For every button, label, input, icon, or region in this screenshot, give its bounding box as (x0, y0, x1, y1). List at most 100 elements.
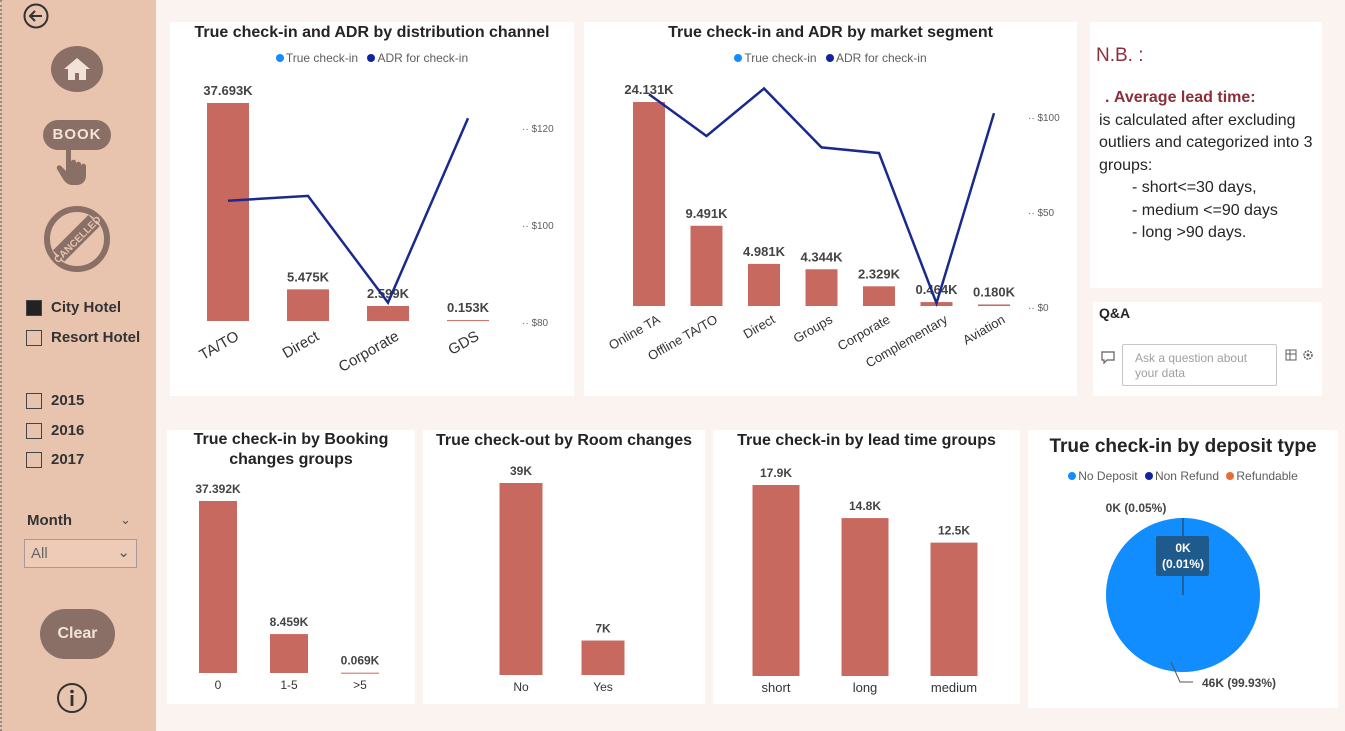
clear-button[interactable]: Clear (40, 609, 115, 659)
resort-hotel-checkbox[interactable] (26, 329, 42, 346)
year-option-2016[interactable]: 2016 (26, 422, 84, 439)
category-label: Direct (741, 311, 778, 341)
category-label: >5 (353, 678, 367, 692)
month-filter-label: Month (27, 512, 72, 529)
bar (633, 102, 665, 306)
year-2015-checkbox[interactable] (26, 392, 42, 409)
info-icon[interactable] (56, 682, 88, 719)
notes-item: - medium <=90 days (1132, 201, 1278, 219)
data-label: 4.344K (801, 249, 844, 264)
hotel-option-resort[interactable]: Resort Hotel (26, 329, 140, 346)
data-label: 14.8K (849, 499, 881, 513)
chart-legend: No Deposit Non Refund Refundable (1028, 469, 1338, 483)
table-icon[interactable] (1285, 349, 1297, 361)
category-label: 0 (215, 678, 222, 692)
book-button[interactable]: BOOK (42, 120, 112, 188)
bar (978, 304, 1010, 306)
lead-time-chart: 17.9K short 14.8K long 12.5K medium (752, 466, 978, 695)
book-label: BOOK (43, 120, 111, 150)
back-arrow-icon[interactable] (22, 2, 50, 35)
notes-highlight: Average lead time: (1113, 89, 1256, 106)
notes-card: N.B. : . Average lead time: is calculate… (1090, 22, 1322, 288)
chat-icon (1101, 351, 1115, 364)
market-segment-card: True check-in and ADR by market segment … (584, 22, 1077, 396)
year-2016-checkbox[interactable] (26, 422, 42, 439)
data-label: 0K (0.05%) (1106, 501, 1167, 515)
home-button[interactable] (51, 46, 103, 92)
chart-title: True check-in by deposit type (1049, 436, 1317, 457)
adr-line (227, 117, 470, 306)
bar (841, 518, 889, 676)
category-label: TA/TO (196, 328, 242, 364)
data-label: 4.981K (743, 244, 786, 259)
notes-bullet: . (1105, 89, 1110, 106)
axis-tick-label: ·· $100 (522, 221, 554, 232)
city-hotel-label: City Hotel (51, 299, 122, 316)
axis-tick-label: ·· $120 (522, 124, 554, 135)
year-option-2015[interactable]: 2015 (26, 392, 84, 409)
tooltip-box (1156, 536, 1209, 576)
room-changes-chart: 39K No 7K Yes (499, 464, 625, 694)
room-changes-card: True check-out by Room changes 39K No 7K Ye… (423, 430, 705, 704)
bar (690, 225, 723, 306)
bar (367, 305, 409, 321)
chart-title: True check-in and ADR by market segment (668, 24, 993, 41)
data-label: 8.459K (270, 615, 309, 629)
qa-input[interactable]: Ask a question about your data (1122, 344, 1277, 386)
year-2016-label: 2016 (51, 422, 85, 439)
bar (752, 485, 800, 676)
tooltip-value: 0K (1175, 541, 1191, 555)
leader-line (1170, 661, 1193, 683)
bar (930, 542, 978, 676)
category-label: Aviation (960, 312, 1007, 348)
legend-non-refund: Non Refund (1154, 469, 1220, 483)
axis-tick-label: ·· $100 (1028, 113, 1060, 124)
bar (805, 269, 838, 306)
city-hotel-checkbox[interactable] (26, 299, 42, 316)
category-label: medium (931, 680, 977, 695)
data-label: 7K (595, 622, 611, 636)
month-select-value: All (31, 545, 48, 562)
category-label: Direct (280, 327, 323, 362)
month-select[interactable]: All ⌄ (24, 539, 137, 568)
cancelled-button[interactable]: CANCELLED (44, 206, 110, 272)
year-2017-label: 2017 (51, 451, 85, 468)
chevron-down-icon[interactable]: ⌄ (120, 512, 131, 527)
booking-changes-card: True check-in by Booking changes groups … (167, 430, 415, 704)
data-label: 17.9K (760, 466, 792, 480)
home-icon (64, 58, 90, 80)
settings-icon[interactable] (1302, 349, 1314, 361)
category-label: GDS (445, 328, 482, 359)
data-label: 12.5K (938, 524, 970, 538)
legend-adr: ADR for check-in (377, 51, 469, 65)
axis-tick-label: ·· $80 (522, 318, 549, 329)
year-option-2017[interactable]: 2017 (26, 451, 84, 468)
data-label: 37.693K (203, 83, 253, 98)
data-label: 2.329K (858, 266, 901, 281)
category-label: long (853, 680, 878, 695)
legend-true-checkin: True check-in (744, 51, 817, 65)
qa-title: Q&A (1099, 305, 1131, 321)
data-label: 0.180K (973, 284, 1016, 299)
hotel-option-city[interactable]: City Hotel (26, 299, 121, 316)
booking-changes-chart: 37.392K 0 8.459K 1-5 0.069K >5 (195, 482, 379, 692)
category-label: Corporate (336, 328, 402, 376)
resort-hotel-label: Resort Hotel (51, 329, 141, 346)
data-label: 2.599K (367, 286, 410, 301)
year-2017-checkbox[interactable] (26, 451, 42, 468)
bar (287, 289, 329, 321)
chart-legend: True check-in ADR for check-in (584, 51, 1077, 65)
chart-title: True check-in and ADR by distribution ch… (194, 24, 550, 41)
bar (499, 483, 543, 675)
data-label: 39K (510, 464, 532, 478)
chevron-down-icon: ⌄ (117, 544, 130, 561)
category-label: short (762, 680, 791, 695)
category-label: Yes (593, 680, 613, 694)
chart-title: True check-in by Booking changes groups (193, 431, 389, 468)
bar (341, 672, 379, 674)
year-2015-label: 2015 (51, 392, 85, 409)
category-label: No (513, 680, 529, 694)
data-label: 0.153K (447, 300, 490, 315)
chart-legend: True check-in ADR for check-in (170, 51, 574, 65)
